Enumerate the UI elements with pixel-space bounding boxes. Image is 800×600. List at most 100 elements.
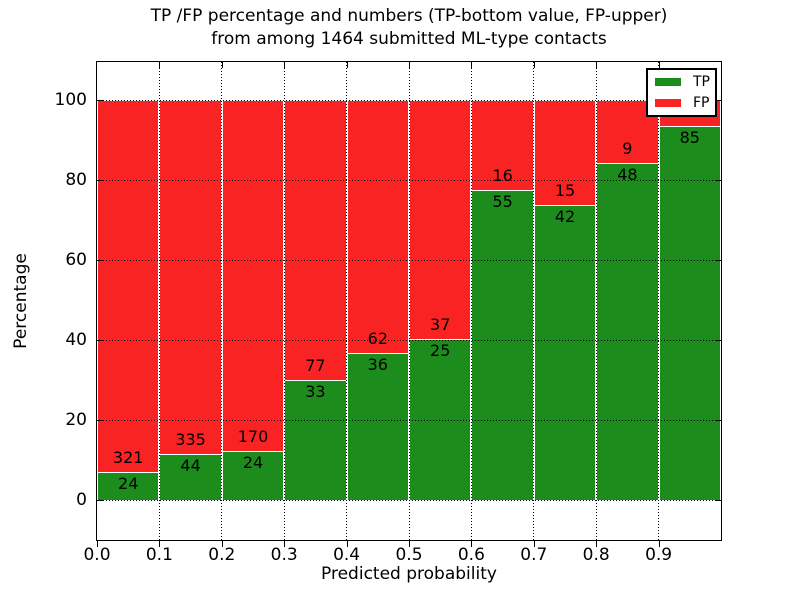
legend: TP FP <box>646 68 717 117</box>
x-tick-label: 0.6 <box>457 545 485 565</box>
tp-count-label: 44 <box>180 455 201 475</box>
x-tick <box>596 541 598 547</box>
y-tick <box>97 260 103 261</box>
fp-count-label: 9 <box>622 139 633 159</box>
y-tick-label: 40 <box>65 330 87 350</box>
bar-fp-segment <box>159 100 222 454</box>
x-axis-label: Predicted probability <box>321 564 497 584</box>
v-gridline <box>283 62 285 540</box>
x-tick-top <box>596 62 598 68</box>
tp-count-label: 42 <box>554 207 576 227</box>
fp-count-label: 335 <box>175 429 206 449</box>
tp-swatch-icon <box>655 78 681 87</box>
fp-count-label: 321 <box>112 448 144 468</box>
v-gridline <box>658 62 660 540</box>
x-tick-label: 0.9 <box>645 545 673 565</box>
x-tick-label: 0.8 <box>582 545 610 565</box>
bar-tp-segment <box>221 450 285 500</box>
bar-fp-segment <box>533 100 597 206</box>
x-tick-label: 0.5 <box>395 545 423 565</box>
legend-label-fp: FP <box>693 94 710 111</box>
chart-title-line2: from among 1464 submitted ML-type contac… <box>211 29 607 49</box>
fp-count-label: 16 <box>492 166 513 186</box>
x-tick <box>409 541 410 547</box>
x-tick <box>471 541 473 547</box>
bar-tp-segment <box>409 338 472 500</box>
tp-count-label: 24 <box>118 474 139 494</box>
bar-tp-segment <box>284 380 347 500</box>
legend-item-fp: FP <box>648 95 715 111</box>
v-gridline <box>408 62 410 540</box>
x-tick-top <box>346 62 348 68</box>
x-tick-label: 0.1 <box>145 545 173 565</box>
v-gridline <box>595 62 597 540</box>
x-tick-label: 0.4 <box>333 545 361 565</box>
x-tick <box>159 541 161 547</box>
x-tick-top <box>471 62 473 68</box>
x-tick-top <box>284 62 286 68</box>
legend-label-tp: TP <box>693 74 710 91</box>
fp-count-label: 170 <box>237 426 269 446</box>
bar-tp-segment <box>471 190 534 500</box>
bar-fp-segment <box>97 100 160 473</box>
v-gridline <box>221 62 223 540</box>
x-tick-label: 0.0 <box>83 545 111 565</box>
tp-count-label: 25 <box>430 340 451 360</box>
bar-tp-segment <box>658 126 721 500</box>
bar-fp-segment <box>221 100 285 451</box>
x-tick <box>97 541 98 547</box>
legend-item-tp: TP <box>648 74 715 90</box>
bar-tp-segment <box>596 163 659 500</box>
y-tick <box>715 340 721 341</box>
tp-count-label: 55 <box>492 192 513 212</box>
x-tick-label: 0.3 <box>270 545 298 565</box>
y-tick <box>715 420 721 421</box>
x-tick-label: 0.2 <box>208 545 236 565</box>
y-tick <box>715 500 721 501</box>
v-gridline <box>533 62 535 540</box>
x-tick-label: 0.7 <box>520 545 548 565</box>
bar-tp-segment <box>97 472 160 500</box>
y-tick-label: 0 <box>76 490 87 510</box>
chart-title-line1: TP /FP percentage and numbers (TP-bottom… <box>150 6 668 26</box>
y-tick <box>97 100 103 101</box>
bar-fp-segment <box>284 100 347 380</box>
y-tick-label: 100 <box>54 90 87 110</box>
x-tick-top <box>658 62 660 68</box>
fp-count-label: 15 <box>554 181 576 201</box>
y-tick <box>97 180 103 181</box>
v-gridline <box>346 62 348 540</box>
bar-tp-segment <box>159 453 222 500</box>
tp-count-label: 48 <box>617 165 638 185</box>
y-tick <box>97 420 103 421</box>
y-tick <box>715 180 721 181</box>
x-tick-top <box>409 62 410 68</box>
bar-tp-segment <box>346 353 409 500</box>
x-tick-top <box>533 62 535 68</box>
y-tick <box>97 340 103 341</box>
bar-tp-segment <box>533 205 597 500</box>
fp-swatch-icon <box>655 98 681 107</box>
v-gridline <box>158 62 160 540</box>
tp-count-label: 85 <box>679 128 700 148</box>
x-tick <box>346 541 348 547</box>
y-tick-label: 20 <box>65 410 87 430</box>
x-tick-top <box>159 62 161 68</box>
tp-count-label: 33 <box>305 382 326 401</box>
bar-fp-segment <box>409 100 472 339</box>
bar-fp-segment <box>471 100 534 191</box>
x-tick <box>658 541 660 547</box>
v-gridline <box>470 62 472 540</box>
x-tick <box>533 541 535 547</box>
tp-count-label: 24 <box>242 452 264 472</box>
fp-count-label: 77 <box>305 356 326 375</box>
bar-fp-segment <box>346 100 409 354</box>
chart-title: TP /FP percentage and numbers (TP-bottom… <box>97 5 721 51</box>
fp-count-label: 62 <box>367 329 388 349</box>
x-tick-top <box>221 62 223 68</box>
y-tick <box>715 100 721 101</box>
tp-count-label: 36 <box>367 355 388 375</box>
y-tick <box>715 260 721 261</box>
y-tick <box>97 500 103 501</box>
